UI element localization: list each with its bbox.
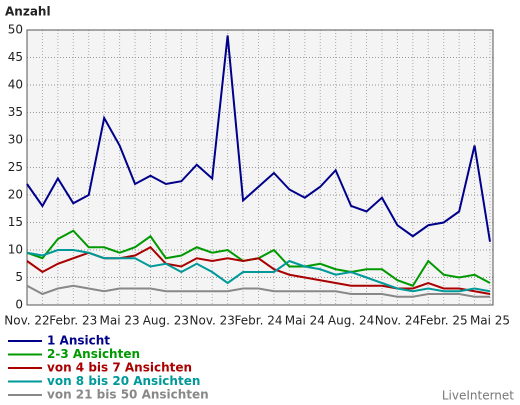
series-line [26, 35, 491, 242]
series-line [26, 284, 490, 298]
x-tick-label: Aug. 23 [143, 314, 189, 328]
x-tick-label: Mai 23 [100, 314, 140, 328]
x-tick-label: Febr. 23 [49, 314, 97, 328]
legend-label: 2-3 Ansichten [47, 347, 140, 361]
y-tick-label: 50 [8, 23, 23, 37]
x-tick-label: Febr. 24 [235, 314, 283, 328]
x-tick-label: Nov. 24 [375, 314, 420, 328]
legend-label: von 4 bis 7 Ansichten [47, 361, 192, 375]
y-tick-label: 0 [15, 298, 23, 312]
y-tick-label: 25 [8, 160, 23, 174]
y-tick-label: 10 [8, 243, 23, 257]
watermark: LiveInternet [442, 389, 514, 403]
y-tick-label: 35 [8, 105, 23, 119]
x-tick-label: Nov. 23 [190, 314, 235, 328]
y-tick-label: 30 [8, 133, 23, 147]
x-tick-label: Febr. 25 [420, 314, 468, 328]
legend-label: 1 Ansicht [47, 334, 110, 348]
chart-title: Anzahl [5, 5, 51, 19]
y-tick-label: 45 [8, 50, 23, 64]
plot-border [26, 29, 494, 306]
x-tick-label: Mai 25 [470, 314, 510, 328]
y-tick-label: 5 [15, 270, 23, 284]
x-tick-label: Mai 24 [285, 314, 325, 328]
y-tick-label: 20 [8, 188, 23, 202]
legend-label: von 21 bis 50 Ansichten [47, 388, 209, 402]
y-tick-label: 40 [8, 78, 23, 92]
series-line [26, 249, 491, 293]
legend-label: von 8 bis 20 Ansichten [47, 374, 200, 388]
x-tick-label: Nov. 22 [4, 314, 49, 328]
x-tick-label: Aug. 24 [328, 314, 374, 328]
y-tick-label: 15 [8, 215, 23, 229]
